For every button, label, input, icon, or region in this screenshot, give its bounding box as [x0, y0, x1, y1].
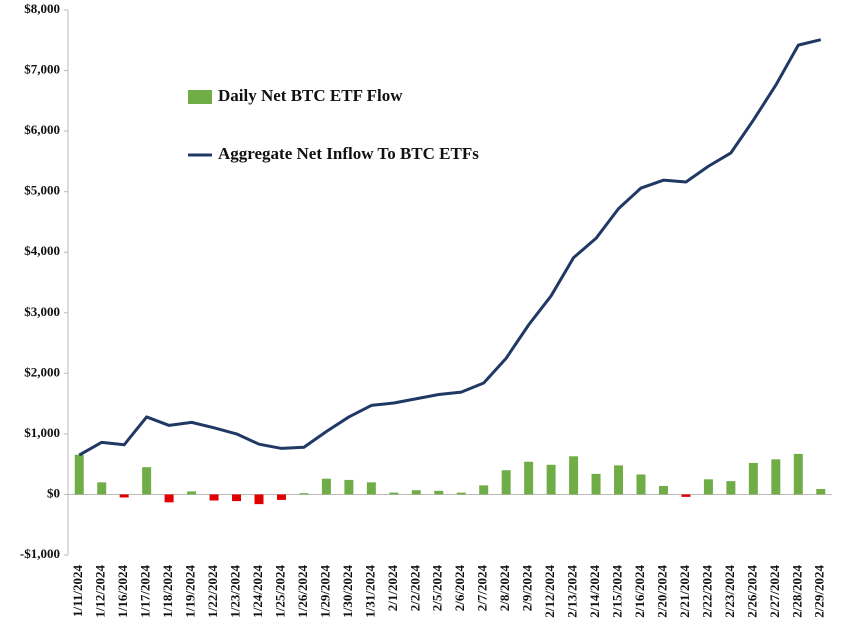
bar	[614, 465, 624, 495]
x-tick-label: 2/12/2024	[542, 565, 557, 618]
x-tick-label: 2/20/2024	[654, 565, 669, 618]
bar	[658, 485, 668, 495]
x-tick-label: 2/22/2024	[699, 565, 714, 618]
bar	[726, 481, 736, 495]
bar	[119, 494, 129, 498]
bar	[74, 454, 84, 495]
line	[78, 38, 822, 457]
x-tick-label: 2/26/2024	[744, 565, 759, 618]
y-tick-label: $1,000	[24, 425, 60, 440]
bar	[569, 456, 579, 495]
y-tick-label: $2,000	[24, 364, 60, 379]
x-tick-label: 2/2/2024	[407, 565, 422, 612]
x-tick-label: 1/24/2024	[250, 565, 265, 618]
x-tick-label: 1/26/2024	[295, 565, 310, 618]
x-tick-label: 2/28/2024	[789, 565, 804, 618]
bar	[703, 479, 713, 495]
x-tick-label: 2/1/2024	[385, 565, 400, 612]
x-tick-label: 1/19/2024	[183, 565, 198, 618]
bar	[681, 494, 691, 497]
y-tick-label: $4,000	[24, 243, 60, 258]
x-tick-label: 2/5/2024	[430, 565, 445, 612]
x-tick-label: 1/12/2024	[93, 565, 108, 618]
x-tick-label: 2/9/2024	[520, 565, 535, 612]
y-tick-label: $5,000	[24, 183, 60, 198]
x-tick-label: 2/16/2024	[632, 565, 647, 618]
x-tick-label: 2/7/2024	[475, 565, 490, 612]
bar	[344, 479, 354, 495]
x-tick-label: 2/6/2024	[452, 565, 467, 612]
x-tick-label: 1/17/2024	[138, 565, 153, 618]
bar	[232, 494, 242, 502]
bar	[456, 492, 466, 495]
x-tick-label: 1/29/2024	[317, 565, 332, 618]
bar	[524, 461, 534, 495]
x-tick-label: 1/30/2024	[340, 565, 355, 618]
bar	[164, 494, 174, 503]
bar	[816, 488, 826, 495]
x-tick-label: 1/23/2024	[228, 565, 243, 618]
bar	[479, 485, 489, 495]
x-tick-label: 2/13/2024	[565, 565, 580, 618]
bar	[793, 453, 803, 495]
bar	[142, 467, 152, 495]
bar	[591, 473, 601, 495]
x-tick-label: 1/25/2024	[272, 565, 287, 618]
x-tick-label: 2/23/2024	[722, 565, 737, 618]
legend-swatch	[188, 90, 212, 104]
bar	[389, 492, 399, 495]
x-tick-label: 1/11/2024	[70, 565, 85, 618]
bar	[254, 494, 264, 505]
x-tick-label: 1/18/2024	[160, 565, 175, 618]
bar	[636, 474, 646, 495]
bar	[187, 491, 197, 495]
x-tick-label: 2/21/2024	[677, 565, 692, 618]
x-tick-label: 1/22/2024	[205, 565, 220, 618]
bar	[299, 493, 309, 495]
x-tick-label: 2/14/2024	[587, 565, 602, 618]
bar	[276, 494, 286, 500]
x-tick-label: 2/8/2024	[497, 565, 512, 612]
y-tick-label: $0	[47, 485, 60, 500]
bar	[434, 490, 444, 495]
y-tick-label: $7,000	[24, 62, 60, 77]
x-tick-label: 1/31/2024	[362, 565, 377, 618]
bar	[411, 490, 421, 495]
y-tick-label: $3,000	[24, 304, 60, 319]
x-tick-label: 2/27/2024	[767, 565, 782, 618]
bar	[748, 462, 758, 495]
bar	[209, 494, 219, 501]
bar	[366, 482, 376, 495]
bar	[501, 470, 511, 495]
x-tick-label: 2/29/2024	[812, 565, 827, 618]
y-tick-label: $6,000	[24, 122, 60, 137]
bar	[97, 482, 107, 495]
x-tick-label: 1/16/2024	[115, 565, 130, 618]
bar	[771, 459, 781, 495]
y-tick-label: -$1,000	[20, 546, 60, 561]
bar	[546, 464, 556, 495]
legend-label: Daily Net BTC ETF Flow	[218, 86, 403, 105]
y-tick-label: $8,000	[24, 1, 60, 16]
bar	[321, 478, 331, 495]
x-tick-label: 2/15/2024	[610, 565, 625, 618]
legend-label: Aggregate Net Inflow To BTC ETFs	[218, 144, 479, 163]
